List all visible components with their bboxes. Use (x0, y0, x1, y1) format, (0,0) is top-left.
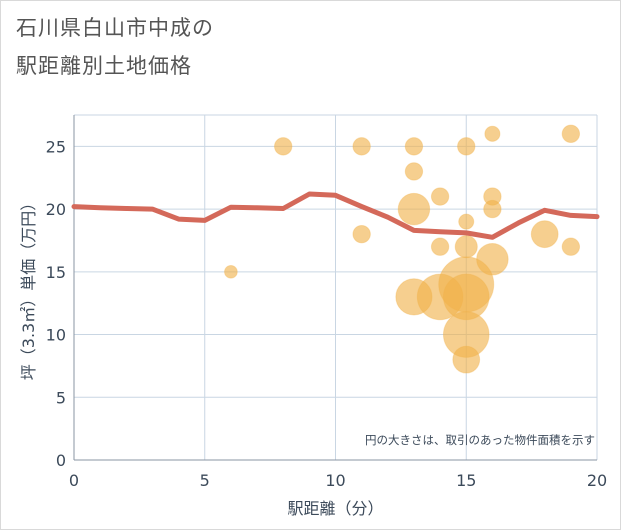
bubble-point (561, 124, 581, 144)
x-tick-label: 15 (456, 471, 476, 490)
y-tick-label: 10 (46, 326, 66, 345)
x-axis-label: 駅距離（分） (287, 499, 383, 518)
bubble-series (224, 124, 581, 374)
x-tick-label: 10 (325, 471, 345, 490)
bubble-point (430, 237, 450, 256)
bubble-point (404, 162, 424, 181)
y-tick-label: 15 (46, 263, 66, 282)
grid-lines (73, 114, 598, 461)
y-tick-label: 5 (56, 388, 66, 407)
x-tick-label: 0 (69, 471, 79, 490)
chart-title-line1: 石川県白山市中成の (16, 16, 214, 40)
x-tick-label: 5 (200, 471, 210, 490)
bubble-point (352, 224, 371, 244)
bubble-point (454, 235, 478, 259)
y-tick-label: 25 (46, 137, 66, 156)
tick-labels: 0 5 10 15 20 0 5 10 15 20 25 (46, 137, 608, 490)
bubble-size-note: 円の大きさは、取引のあった物件面積を示す (365, 433, 595, 447)
bubble-point (458, 213, 475, 230)
bubble-point (561, 237, 581, 256)
trend-line (71, 191, 600, 240)
bubble-point (484, 125, 501, 142)
y-axis-label: 坪（3.3㎡）単価（万円） (19, 195, 38, 380)
bubble-point (224, 264, 238, 279)
y-tick-label: 20 (46, 200, 66, 219)
bubble-point (457, 137, 476, 156)
x-tick-label: 20 (587, 471, 607, 490)
y-tick-label: 0 (56, 451, 66, 470)
bubble-point (352, 137, 371, 156)
bubble-point (452, 345, 481, 374)
bubble-point (274, 137, 293, 156)
bubble-point (530, 220, 559, 249)
trend-line-series (71, 191, 600, 240)
bubble-point (483, 199, 502, 219)
bubble-point (430, 187, 450, 206)
bubble-point (476, 243, 509, 276)
bubble-point (404, 137, 424, 156)
bubble-point (397, 192, 431, 226)
chart-title-line2: 駅距離別土地価格 (16, 54, 192, 78)
